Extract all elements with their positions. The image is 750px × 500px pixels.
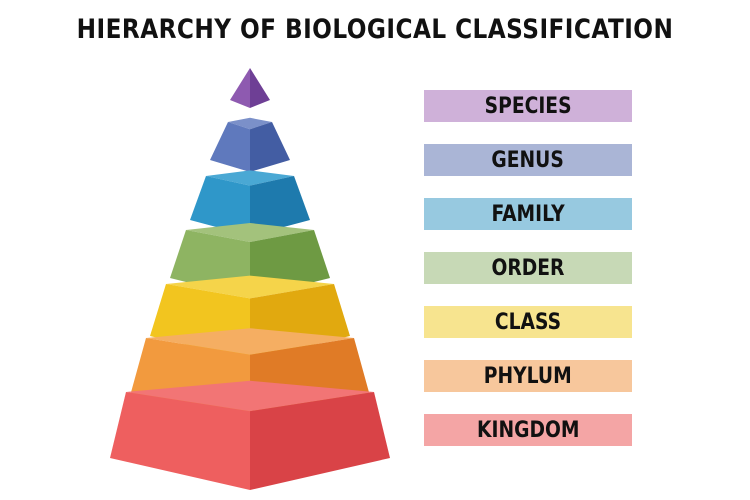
level-label-kingdom: KINGDOM bbox=[424, 414, 632, 446]
level-label-text: PHYLUM bbox=[484, 363, 572, 389]
level-label-text: GENUS bbox=[491, 147, 565, 173]
level-label-phylum: PHYLUM bbox=[424, 360, 632, 392]
pyramid-level-kingdom-left-face bbox=[110, 392, 250, 490]
pyramid-level-species-right-face bbox=[250, 68, 270, 108]
level-label-text: KINGDOM bbox=[476, 417, 580, 443]
pyramid-level-kingdom-top-face bbox=[126, 380, 374, 412]
pyramid-level-order-top-face bbox=[186, 223, 314, 242]
level-label-text: CLASS bbox=[494, 309, 562, 335]
pyramid-level-genus-left-face bbox=[210, 122, 250, 172]
level-label-text: ORDER bbox=[491, 255, 565, 281]
level-label-species: SPECIES bbox=[424, 90, 632, 122]
pyramid-level-phylum-top-face bbox=[146, 328, 354, 355]
pyramid-level-kingdom-right-face bbox=[250, 392, 390, 490]
pyramid-level-family-left-face bbox=[190, 176, 250, 236]
level-label-text: FAMILY bbox=[491, 201, 565, 227]
level-label-class: CLASS bbox=[424, 306, 632, 338]
pyramid-level-genus-right-face bbox=[250, 122, 290, 172]
level-label-genus: GENUS bbox=[424, 144, 632, 176]
pyramid-level-family-right-face bbox=[250, 176, 310, 236]
pyramid-level-family-top-face bbox=[206, 170, 294, 186]
level-label-order: ORDER bbox=[424, 252, 632, 284]
level-label-text: SPECIES bbox=[484, 93, 572, 119]
pyramid-level-genus-top-face bbox=[228, 117, 272, 130]
pyramid-level-class-top-face bbox=[166, 275, 334, 299]
level-label-family: FAMILY bbox=[424, 198, 632, 230]
pyramid-level-species-left-face bbox=[230, 68, 250, 108]
diagram-title: HIERARCHY OF BIOLOGICAL CLASSIFICATION bbox=[76, 14, 674, 45]
